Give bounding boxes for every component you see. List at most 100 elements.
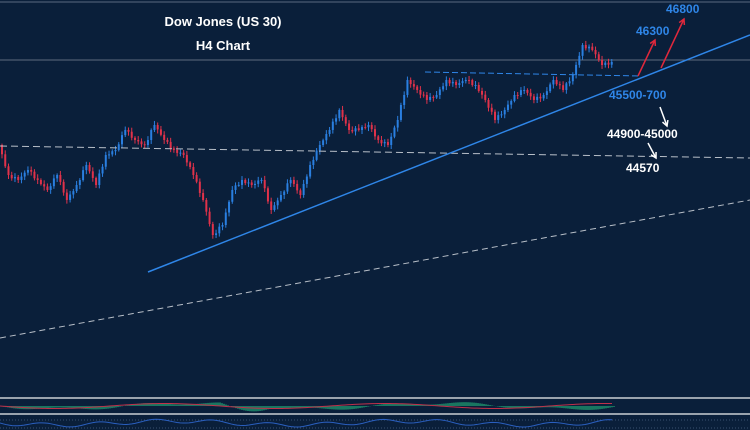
candle-body xyxy=(182,152,185,156)
candle-body xyxy=(260,179,263,181)
candle-body xyxy=(218,226,221,234)
candle-body xyxy=(17,176,20,180)
candle-body xyxy=(179,152,182,154)
candle-body xyxy=(224,212,227,226)
support-label-44570: 44570 xyxy=(626,161,660,175)
candle-body xyxy=(72,191,75,195)
candle-body xyxy=(380,139,383,144)
candle-body xyxy=(195,175,198,182)
candle-body xyxy=(490,107,493,112)
candle-body xyxy=(150,130,153,141)
candle-body xyxy=(338,109,341,119)
candle-body xyxy=(257,180,260,184)
candle-body xyxy=(114,149,117,152)
candle-body xyxy=(493,111,496,120)
candle-body xyxy=(354,128,357,132)
support-label-45500-700: 45500-700 xyxy=(609,88,667,102)
candle-body xyxy=(137,139,140,142)
candle-body xyxy=(283,191,286,196)
candle-body xyxy=(461,81,464,84)
candle-body xyxy=(156,125,159,130)
candle-body xyxy=(309,165,312,177)
candle-body xyxy=(348,123,351,130)
candle-body xyxy=(13,176,16,179)
candle-body xyxy=(578,55,581,65)
candle-body xyxy=(607,62,610,65)
candle-body xyxy=(36,178,39,180)
candle-body xyxy=(263,179,266,189)
chart-subtitle: H4 Chart xyxy=(195,38,251,53)
candle-body xyxy=(552,79,555,85)
candle-body xyxy=(143,144,146,146)
candle-body xyxy=(341,109,344,118)
macd-signal-line xyxy=(0,402,613,409)
arrow-down-44900 xyxy=(659,106,668,127)
candle-body xyxy=(124,129,127,136)
panel-separator xyxy=(0,397,750,399)
candle-body xyxy=(594,49,597,55)
candle-body xyxy=(56,175,59,179)
candle-body xyxy=(292,179,295,184)
arrow-up-46300-head xyxy=(649,38,657,47)
candle-body xyxy=(438,89,441,96)
candle-body xyxy=(539,96,542,99)
candle-body xyxy=(536,96,539,100)
candle-body xyxy=(117,144,120,150)
arrow-down-44570 xyxy=(647,142,657,159)
candle-body xyxy=(98,173,101,186)
candle-body xyxy=(412,84,415,87)
candle-body xyxy=(211,224,214,236)
candle-body xyxy=(477,85,480,91)
arrow-down-44570-head xyxy=(650,151,657,160)
candle-body xyxy=(315,150,318,160)
candle-body xyxy=(121,135,124,145)
candle-body xyxy=(20,176,23,180)
candle-body xyxy=(597,54,600,60)
candle-body xyxy=(386,142,389,146)
candle-body xyxy=(62,181,65,193)
candle-body xyxy=(33,171,36,179)
candle-body xyxy=(286,183,289,192)
candle-body xyxy=(344,117,347,124)
resistance-dashed-line xyxy=(424,71,641,77)
candle-body xyxy=(289,179,292,184)
candle-body xyxy=(588,46,591,49)
candle-body xyxy=(406,79,409,95)
chart-title: Dow Jones (US 30) xyxy=(164,14,282,29)
arrow-up-46300 xyxy=(637,39,656,77)
candle-body xyxy=(104,155,107,167)
candle-body xyxy=(205,199,208,212)
candle-body xyxy=(101,166,104,174)
candle-body xyxy=(425,95,428,100)
candle-body xyxy=(562,85,565,90)
candle-body xyxy=(455,81,458,86)
candle-body xyxy=(429,96,432,100)
candle-body xyxy=(237,184,240,186)
candle-body xyxy=(26,169,29,173)
candle-body xyxy=(464,79,467,82)
candle-body xyxy=(416,86,419,90)
target-label-46300: 46300 xyxy=(636,24,670,38)
candle-body xyxy=(335,118,338,122)
candle-body xyxy=(571,75,574,82)
candle-body xyxy=(91,171,94,178)
candle-body xyxy=(318,145,321,151)
candle-body xyxy=(30,169,33,172)
candle-body xyxy=(185,155,188,163)
candle-body xyxy=(46,186,49,190)
lower-channel-dashed-line xyxy=(0,199,750,339)
candle-body xyxy=(584,45,587,49)
candle-body xyxy=(383,142,386,144)
candle-body xyxy=(322,140,325,146)
candle-body xyxy=(419,89,422,95)
target-label-46800: 46800 xyxy=(666,2,700,16)
candle-body xyxy=(228,201,231,213)
candle-body xyxy=(65,192,68,200)
candle-body xyxy=(581,45,584,56)
rsi-line xyxy=(0,418,613,428)
candle-body xyxy=(364,127,367,129)
candle-body xyxy=(568,81,571,84)
candle-body xyxy=(49,186,52,190)
candle-body xyxy=(276,200,279,206)
